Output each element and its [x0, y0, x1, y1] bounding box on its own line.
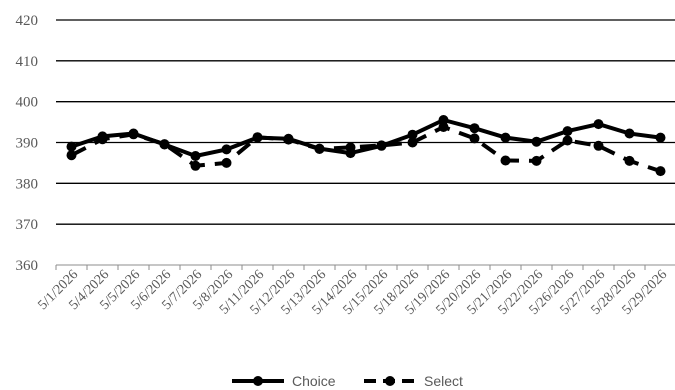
y-tick-label-420: 420	[16, 13, 39, 29]
legend-marker-choice	[253, 376, 263, 386]
data-point-choice	[97, 131, 108, 142]
data-point-select	[407, 137, 418, 148]
data-point-choice	[345, 148, 356, 159]
data-point-choice	[128, 128, 139, 139]
legend-label-select: Select	[424, 373, 463, 389]
data-point-select	[221, 157, 232, 168]
y-tick-label-370: 370	[16, 217, 39, 233]
series-line-choice	[70, 118, 661, 158]
data-point-select	[562, 135, 573, 146]
data-point-choice	[438, 115, 449, 125]
data-point-select	[500, 155, 511, 166]
data-point-select	[190, 160, 201, 171]
y-tick-label-390: 390	[16, 136, 39, 152]
data-point-select	[624, 155, 635, 166]
data-point-select	[469, 133, 480, 144]
series-layer	[66, 115, 666, 177]
y-axis-ticks: 360 370 380 390 400 410 420	[16, 13, 39, 274]
legend-item-select: Select	[364, 373, 463, 389]
data-point-select	[593, 140, 604, 151]
gridlines	[56, 19, 675, 225]
data-point-select	[531, 155, 542, 166]
series-choice	[66, 115, 666, 161]
legend-marker-select	[385, 376, 395, 386]
data-point-choice	[159, 139, 170, 150]
y-tick-label-400: 400	[16, 95, 39, 111]
legend-label-choice: Choice	[292, 373, 336, 389]
data-point-choice	[407, 129, 418, 140]
x-axis-ticks: 5/1/20265/4/20265/5/20265/6/20265/7/2026…	[36, 267, 671, 318]
data-point-choice	[314, 143, 325, 154]
y-tick-label-410: 410	[16, 54, 39, 70]
data-point-choice	[562, 126, 573, 137]
data-point-choice	[531, 136, 542, 147]
data-point-choice	[500, 132, 511, 143]
data-point-select	[438, 122, 449, 132]
y-tick-label-360: 360	[16, 258, 39, 274]
data-point-choice	[283, 133, 294, 144]
legend-item-choice: Choice	[232, 373, 336, 389]
legend: Choice Select	[232, 373, 463, 389]
data-point-choice	[252, 132, 263, 143]
data-point-choice	[66, 141, 77, 152]
data-point-select	[66, 150, 77, 161]
data-point-choice	[624, 128, 635, 139]
data-point-choice	[376, 140, 387, 151]
data-point-choice	[190, 151, 201, 161]
data-point-select	[655, 166, 666, 177]
data-point-choice	[221, 144, 232, 155]
data-point-choice	[469, 123, 480, 134]
data-point-choice	[655, 132, 666, 143]
x-axis	[55, 264, 675, 270]
data-point-choice	[593, 119, 604, 130]
y-tick-label-380: 380	[16, 176, 39, 192]
